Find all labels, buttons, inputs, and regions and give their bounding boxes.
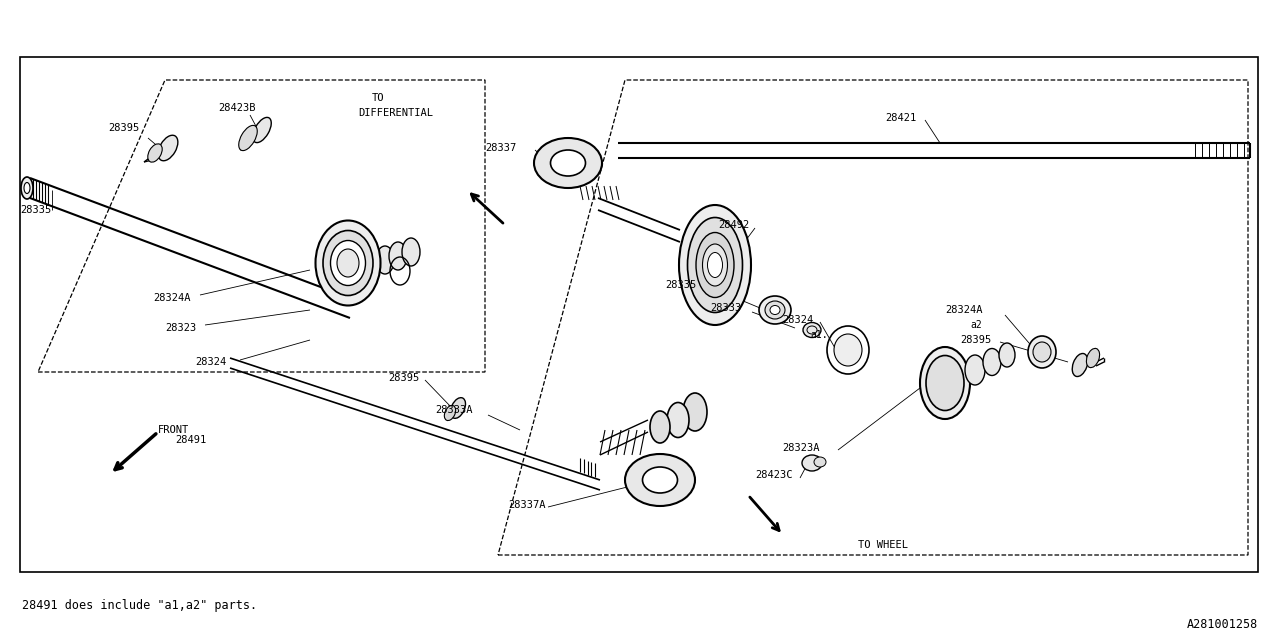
Ellipse shape <box>389 242 407 270</box>
Text: TO: TO <box>372 93 384 103</box>
Ellipse shape <box>376 246 394 274</box>
Ellipse shape <box>444 406 456 420</box>
Ellipse shape <box>759 296 791 324</box>
Text: 28335: 28335 <box>666 280 696 290</box>
Ellipse shape <box>402 238 420 266</box>
Ellipse shape <box>684 393 707 431</box>
Ellipse shape <box>330 241 366 285</box>
Ellipse shape <box>239 125 257 150</box>
Ellipse shape <box>24 182 29 193</box>
Ellipse shape <box>835 334 861 366</box>
Ellipse shape <box>667 403 689 438</box>
Ellipse shape <box>159 135 178 161</box>
Text: 28337A: 28337A <box>508 500 545 510</box>
Ellipse shape <box>765 301 785 319</box>
Ellipse shape <box>1087 348 1100 367</box>
Text: 28323: 28323 <box>165 323 196 333</box>
Text: 28423B: 28423B <box>218 103 256 113</box>
Ellipse shape <box>920 347 970 419</box>
Text: 28335: 28335 <box>20 205 51 215</box>
Ellipse shape <box>550 150 585 176</box>
Ellipse shape <box>965 355 986 385</box>
Ellipse shape <box>925 355 964 410</box>
Text: 28323A: 28323A <box>782 443 819 453</box>
Ellipse shape <box>1073 353 1088 376</box>
Text: 28395: 28395 <box>108 123 140 133</box>
Ellipse shape <box>687 218 742 312</box>
Ellipse shape <box>703 244 727 286</box>
Text: 28421: 28421 <box>884 113 916 123</box>
Text: 28395: 28395 <box>960 335 991 345</box>
Ellipse shape <box>451 397 466 419</box>
Ellipse shape <box>534 138 602 188</box>
Text: a2: a2 <box>970 320 982 330</box>
Ellipse shape <box>696 232 733 298</box>
Ellipse shape <box>20 177 33 199</box>
Text: 28324: 28324 <box>782 315 813 325</box>
Ellipse shape <box>803 455 822 471</box>
Ellipse shape <box>323 230 372 296</box>
Text: 28423C: 28423C <box>755 470 792 480</box>
Ellipse shape <box>678 205 751 325</box>
Text: 28324A: 28324A <box>945 305 983 315</box>
Text: 28337: 28337 <box>485 143 516 153</box>
Text: 28324A: 28324A <box>154 293 191 303</box>
Text: 28333: 28333 <box>710 303 741 313</box>
Text: 28491 does include "a1,a2" parts.: 28491 does include "a1,a2" parts. <box>22 598 257 611</box>
Ellipse shape <box>1033 342 1051 362</box>
Ellipse shape <box>147 144 163 162</box>
Text: a1.: a1. <box>810 330 828 340</box>
Ellipse shape <box>771 305 780 314</box>
Ellipse shape <box>814 457 826 467</box>
Ellipse shape <box>983 349 1001 376</box>
Ellipse shape <box>1028 336 1056 368</box>
Ellipse shape <box>625 454 695 506</box>
Ellipse shape <box>650 411 669 443</box>
Ellipse shape <box>252 117 271 143</box>
Text: 28324: 28324 <box>195 357 227 367</box>
Ellipse shape <box>708 253 722 278</box>
Text: TO WHEEL: TO WHEEL <box>858 540 908 550</box>
Ellipse shape <box>803 323 820 337</box>
Text: FRONT: FRONT <box>157 425 189 435</box>
Text: 28492: 28492 <box>718 220 749 230</box>
Text: 28333A: 28333A <box>435 405 472 415</box>
Text: 28491: 28491 <box>175 435 206 445</box>
Ellipse shape <box>337 249 358 277</box>
Ellipse shape <box>643 467 677 493</box>
Ellipse shape <box>315 221 380 305</box>
Text: DIFFERENTIAL: DIFFERENTIAL <box>358 108 433 118</box>
Text: A281001258: A281001258 <box>1187 618 1258 632</box>
Text: 28395: 28395 <box>388 373 420 383</box>
Ellipse shape <box>998 343 1015 367</box>
